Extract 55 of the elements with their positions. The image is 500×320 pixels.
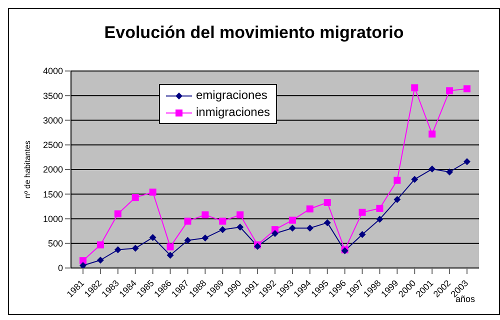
point [272, 230, 278, 238]
point [446, 168, 454, 176]
point [288, 216, 296, 224]
y-tick-label: 500 [48, 238, 63, 249]
point [219, 218, 226, 225]
point [428, 166, 436, 173]
point [358, 231, 366, 238]
point [324, 219, 331, 226]
point [394, 196, 401, 204]
point [376, 204, 384, 212]
point [376, 216, 384, 223]
point [96, 241, 104, 248]
y-tick-label: 1000 [42, 214, 63, 224]
y-tick-label: 3000 [42, 115, 63, 126]
y-tick-label: 4000 [42, 66, 63, 76]
legend-label: emigraciones [196, 87, 268, 104]
point [114, 210, 122, 218]
point [236, 211, 244, 218]
point [464, 158, 470, 166]
point [166, 252, 174, 259]
y-axis-title: nº de habitantes [22, 140, 32, 198]
point [114, 246, 122, 254]
y-tick-label: 3500 [42, 90, 63, 101]
legend-label: inmigraciones [196, 104, 270, 121]
point [464, 85, 470, 92]
point [202, 234, 209, 242]
point [358, 208, 366, 216]
point [80, 262, 86, 268]
point [80, 257, 86, 264]
point [411, 176, 418, 183]
point [149, 234, 156, 241]
chart-title: Evolución del movimiento migratorio [103, 23, 405, 43]
point [236, 224, 244, 231]
point [428, 130, 436, 138]
point [324, 198, 331, 206]
y-tick-label: 2500 [42, 140, 63, 150]
point [306, 224, 314, 232]
point [132, 194, 139, 202]
point [96, 256, 104, 264]
point [184, 218, 192, 225]
x-axis-title: años [455, 294, 476, 304]
y-tick-label: 1500 [42, 189, 63, 200]
point [132, 244, 139, 252]
point [219, 226, 226, 234]
point [411, 84, 418, 92]
point [149, 188, 156, 196]
point [184, 236, 192, 244]
point [202, 211, 209, 218]
point [288, 224, 296, 232]
point [394, 176, 401, 184]
y-tick-label: 0 [58, 263, 63, 274]
point [446, 87, 454, 94]
point [166, 243, 174, 250]
y-tick-label: 2000 [42, 164, 63, 175]
point [306, 205, 314, 212]
